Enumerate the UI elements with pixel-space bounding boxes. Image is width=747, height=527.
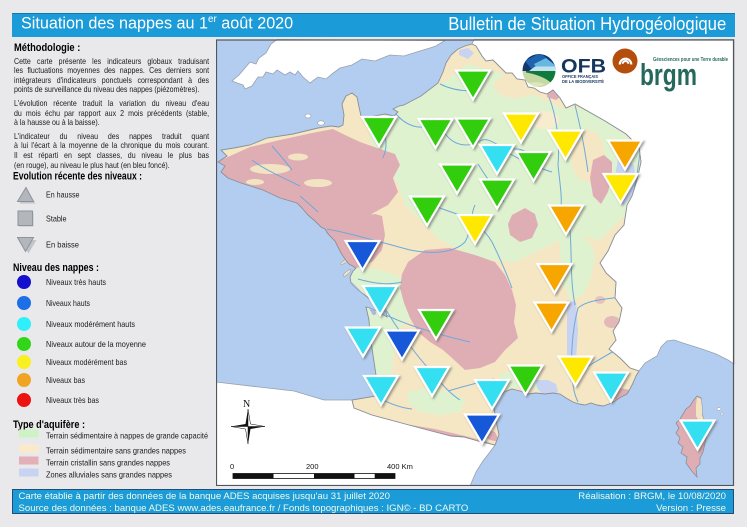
svg-text:Niveaux modérément bas: Niveaux modérément bas [46,357,127,367]
svg-text:Terrain sédimentaire sans gran: Terrain sédimentaire sans grandes nappes [46,446,186,456]
svg-text:OFFICE FRANÇAIS: OFFICE FRANÇAIS [562,74,598,79]
svg-text:En hausse: En hausse [46,190,80,200]
svg-text:Géosciences pour une Terre dur: Géosciences pour une Terre durable [653,57,728,63]
svg-text:Niveaux bas: Niveaux bas [46,375,85,385]
svg-text:Niveaux hauts: Niveaux hauts [46,298,90,308]
svg-text:Niveaux modérément hauts: Niveaux modérément hauts [46,319,135,329]
svg-text:OFB: OFB [561,57,606,78]
svg-text:Stable: Stable [46,214,67,224]
svg-text:Zones alluviales sans grandes: Zones alluviales sans grandes nappes [46,470,172,480]
svg-text:Evolution récente des niveaux: Evolution récente des niveaux : [13,171,142,183]
svg-text:Niveaux autour de la moyenne: Niveaux autour de la moyenne [46,339,146,349]
svg-text:200: 200 [306,462,319,471]
svg-text:0: 0 [230,462,234,471]
svg-text:N: N [243,399,250,410]
svg-text:400 Km: 400 Km [387,462,413,471]
svg-text:Type d'aquifère :: Type d'aquifère : [13,419,85,431]
svg-text:Niveau des nappes :: Niveau des nappes : [13,262,99,274]
svg-text:DE LA BIODIVERSITÉ: DE LA BIODIVERSITÉ [562,79,604,84]
svg-text:Terrain sédimentaire à nappes: Terrain sédimentaire à nappes de grande … [46,431,208,441]
svg-text:Niveaux très hauts: Niveaux très hauts [46,277,106,287]
svg-text:brgm: brgm [640,57,697,92]
svg-text:Niveaux très bas: Niveaux très bas [46,395,99,405]
svg-text:En baisse: En baisse [46,240,79,250]
svg-text:Terrain cristallin sans grande: Terrain cristallin sans grandes nappes [46,458,170,468]
